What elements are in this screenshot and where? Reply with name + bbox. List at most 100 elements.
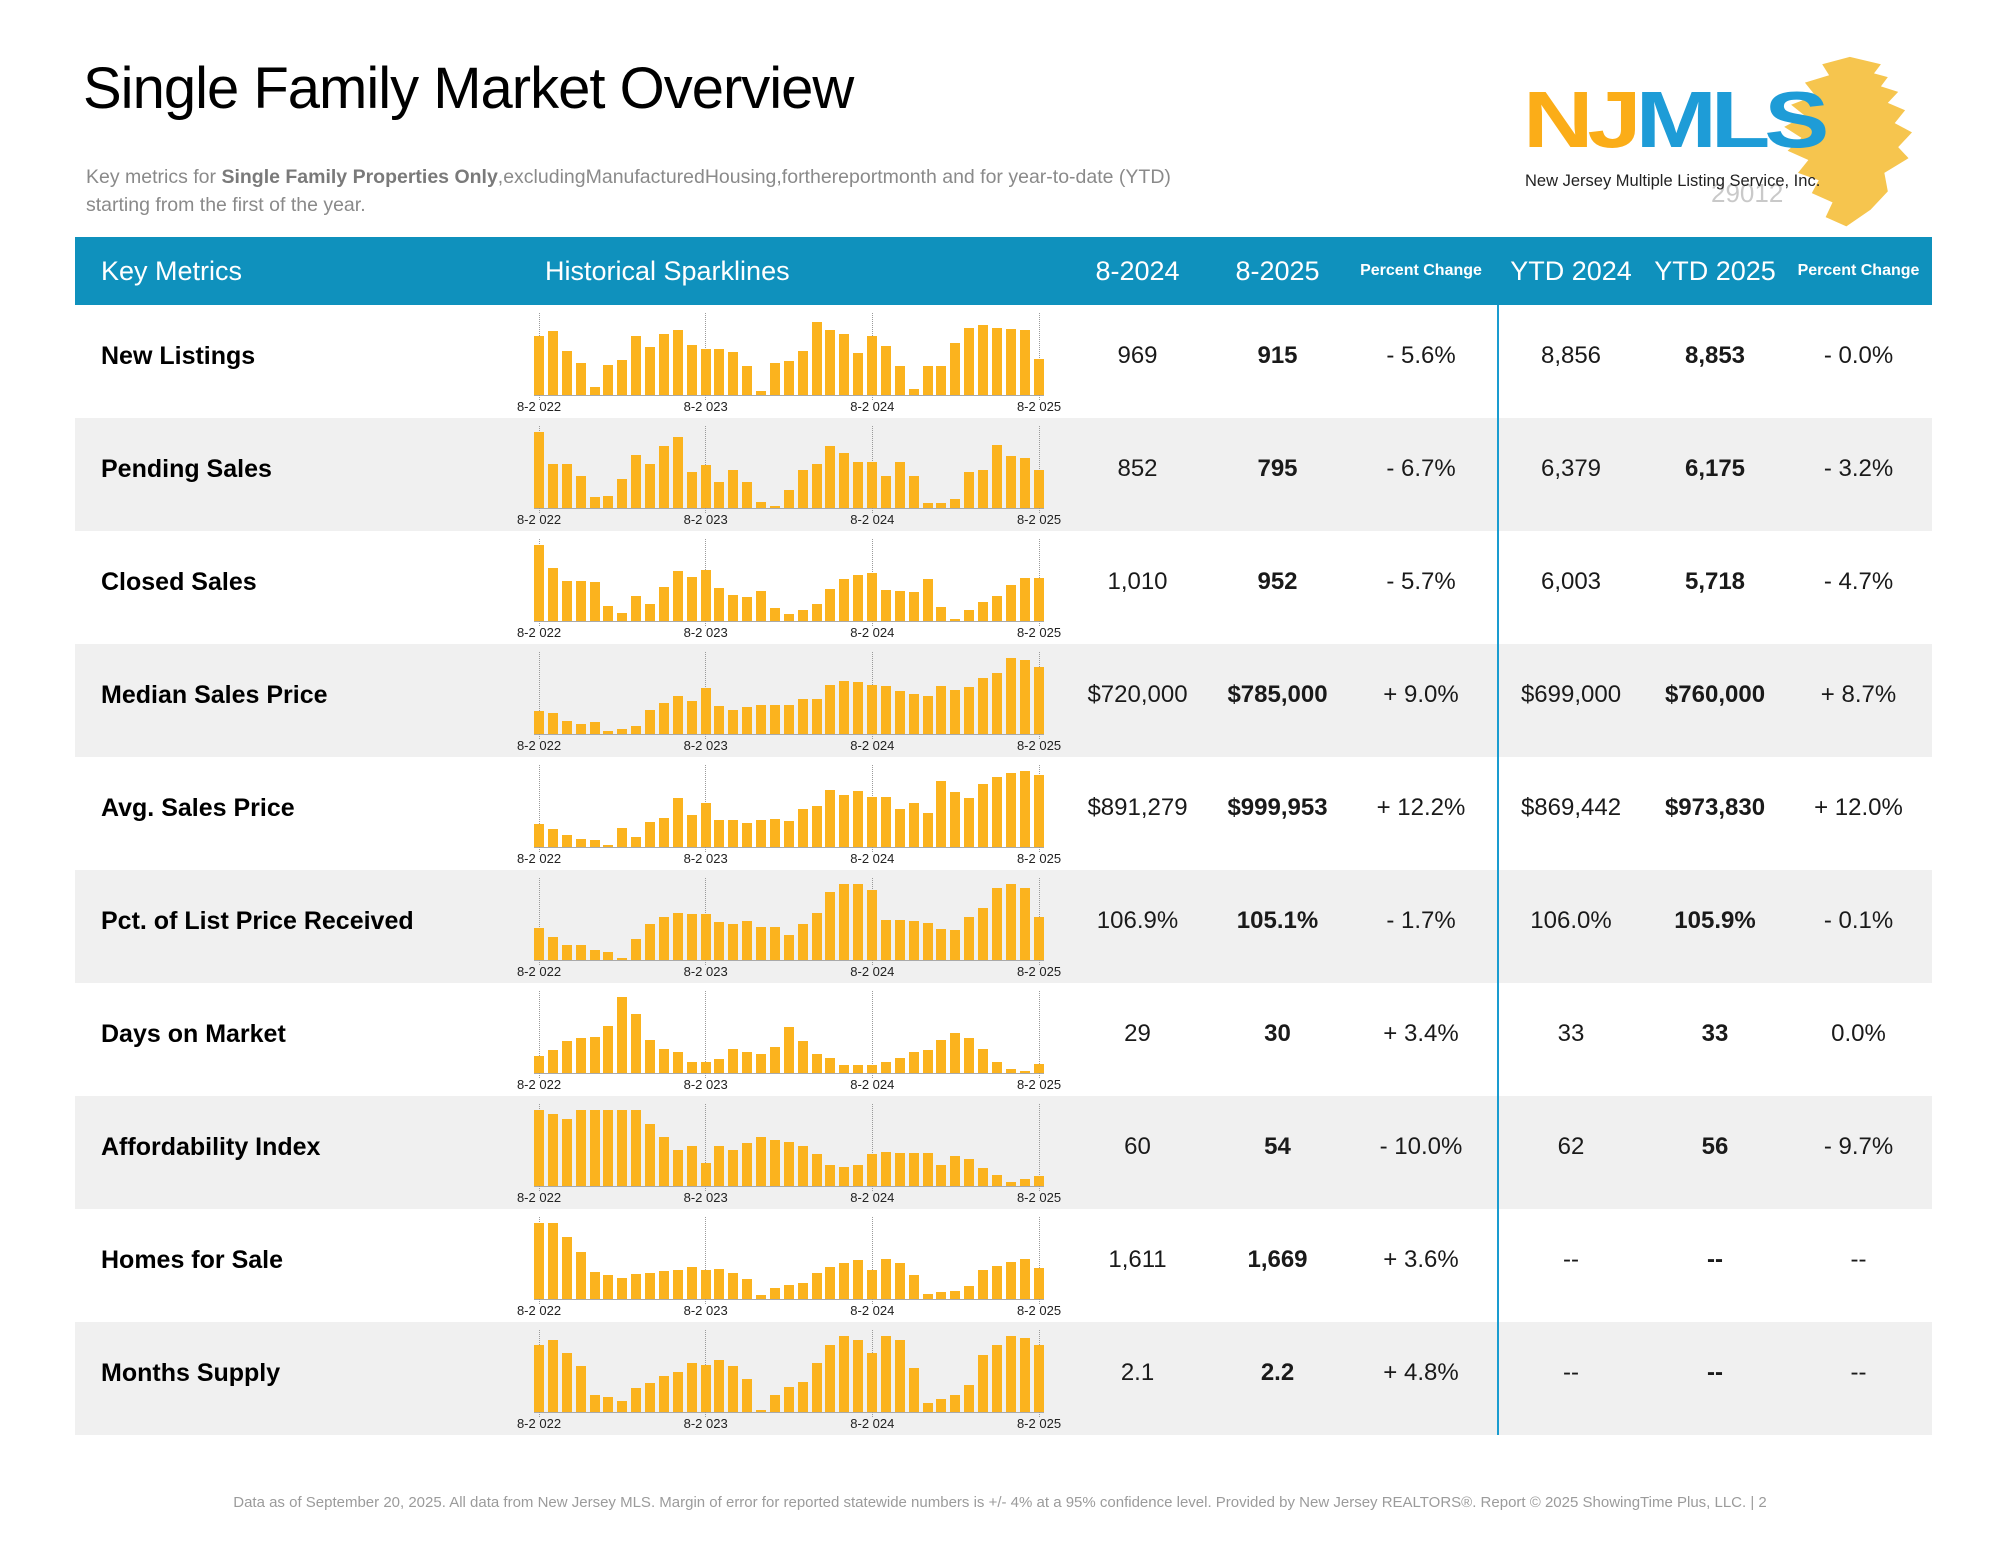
bar: [867, 889, 877, 960]
bar: [769, 505, 780, 508]
axis-label: 8-2 024: [850, 963, 895, 979]
bar: [658, 1270, 669, 1299]
sparkline-axis-labels: 8-2 022 8-2 023 8-2 024 8-2 025: [517, 850, 1061, 869]
bar: [742, 1378, 753, 1412]
bar: [742, 1278, 753, 1299]
logo-watermark: 29012: [1711, 178, 1784, 208]
bar: [714, 921, 725, 960]
bar: [880, 589, 891, 621]
bar: [1019, 1178, 1030, 1186]
bar: [645, 1272, 655, 1299]
axis-label: 8-2 024: [850, 1302, 895, 1318]
bar: [1033, 577, 1044, 621]
bar: [894, 808, 905, 847]
bar: [756, 1136, 766, 1186]
axis-label: 8-2 023: [683, 737, 728, 753]
bar: [936, 606, 947, 621]
value-ytd-prior: --: [1563, 1245, 1579, 1273]
bar: [922, 1049, 933, 1073]
bar: [589, 721, 600, 734]
bar: [603, 605, 614, 621]
metric-cell: Pending Sales: [75, 418, 530, 531]
bar: [631, 1013, 642, 1073]
bar: [880, 1258, 891, 1299]
bar: [714, 1359, 725, 1412]
bar: [1019, 659, 1030, 734]
bar: [936, 502, 947, 508]
bar: [589, 581, 600, 621]
bar: [978, 677, 988, 734]
bar: [867, 1352, 877, 1412]
bar: [853, 681, 864, 734]
bar: [534, 335, 544, 395]
value-month-current: 795: [1257, 454, 1298, 482]
bar: [575, 580, 586, 621]
bar: [991, 595, 1002, 621]
sparkline: 8-2 022 8-2 023 8-2 024 8-2 025: [517, 651, 1061, 756]
value-percent-change: - 6.7%: [1386, 454, 1456, 482]
bar: [686, 344, 697, 395]
axis-label: 8-2 025: [1016, 850, 1062, 866]
value-ytd-percent-change: - 0.0%: [1823, 341, 1894, 369]
sparkline-cell: 8-2 022 8-2 023 8-2 024 8-2 025: [517, 418, 1065, 531]
bar: [658, 1375, 669, 1412]
bar: [797, 923, 808, 960]
bar: [867, 1269, 877, 1299]
axis-label: 8-2 024: [850, 737, 895, 753]
bar: [589, 1109, 600, 1186]
bar: [1005, 584, 1016, 621]
bar: [1005, 1261, 1016, 1299]
bar: [964, 916, 975, 960]
axis-label: 8-2 024: [850, 1415, 895, 1431]
bar: [867, 1153, 877, 1186]
bar: [853, 1164, 864, 1186]
bar: [769, 607, 780, 621]
bar: [756, 390, 766, 395]
bar: [880, 475, 891, 508]
axis-label: 8-2 023: [683, 1189, 728, 1205]
bar: [825, 1164, 836, 1186]
bar: [991, 776, 1002, 847]
bar: [908, 920, 919, 960]
bar: [936, 365, 947, 395]
bar: [686, 576, 697, 621]
metric-cell: Pct. of List Price Received: [75, 870, 530, 983]
logo-tagline: New Jersey Multiple Listing Service, Inc…: [1525, 172, 1821, 190]
bar: [922, 1152, 933, 1186]
bar: [894, 919, 905, 960]
bar: [742, 365, 753, 395]
bar: [1005, 1335, 1016, 1412]
bar: [853, 461, 864, 508]
bar: [603, 730, 614, 734]
bar: [991, 887, 1002, 960]
bar: [686, 1061, 697, 1073]
bar: [658, 916, 669, 960]
bar: [589, 386, 600, 395]
sparkline-bars: [534, 769, 1044, 847]
page-footer: Data as of September 20, 2025. All data …: [0, 1494, 2000, 1511]
bar: [756, 926, 766, 960]
bar: [742, 596, 753, 621]
bar: [1019, 1258, 1030, 1299]
header-month-current: 8-2025: [1235, 255, 1320, 286]
bar: [575, 838, 586, 847]
bar: [797, 1040, 808, 1073]
value-ytd-current: $760,000: [1664, 680, 1766, 708]
axis-label: 8-2 024: [850, 850, 895, 866]
bar: [936, 1039, 947, 1073]
bar: [783, 820, 794, 847]
bar: [561, 1352, 572, 1412]
table-row: Avg. Sales Price 8-2 022 8-2 023 8-2 024 8-2…: [75, 757, 1932, 870]
axis-label: 8-2 022: [516, 1302, 562, 1318]
axis-label: 8-2 023: [683, 1302, 728, 1318]
metric-label: Days on Market: [101, 1020, 286, 1048]
value-ytd-current: 105.9%: [1674, 906, 1756, 934]
sparkline-gridline: [538, 764, 540, 852]
axis-label: 8-2 023: [683, 511, 728, 527]
sparkline-gridline: [1038, 990, 1040, 1078]
sparkline-bars: [534, 1108, 1044, 1186]
metric-label: Pct. of List Price Received: [101, 907, 414, 935]
sparkline-plot: [534, 538, 1044, 626]
table-row: Months Supply 8-2 022 8-2 023 8-2 024 8-2 02…: [75, 1322, 1932, 1435]
bar: [617, 957, 628, 960]
